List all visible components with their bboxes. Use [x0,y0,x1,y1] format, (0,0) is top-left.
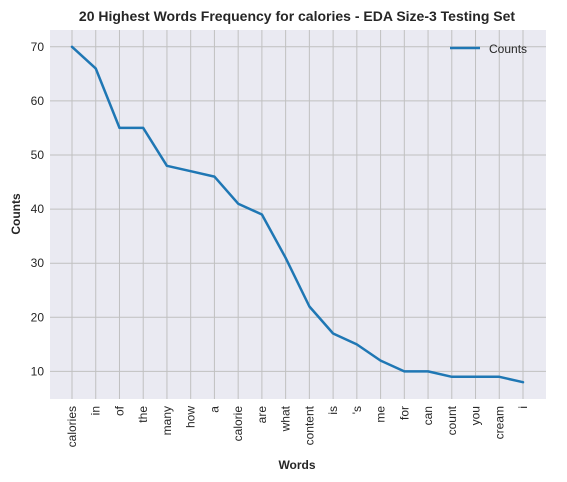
series-layer [70,45,525,384]
x-tick-label: a [207,406,221,413]
y-tick-label: 70 [31,40,45,54]
x-tick-label: calories [65,406,79,447]
x-tick-label: count [445,405,459,435]
x-tick-label: for [397,406,411,420]
x-axis-label: Words [278,458,315,472]
y-tick-label: 50 [31,148,45,162]
x-tick-label: calorie [231,406,245,442]
y-tick-label: 10 [31,364,45,378]
grid-lines [50,30,546,399]
x-tick-label: how [184,406,198,428]
x-tick-label: of [112,405,126,416]
x-tick-label: the [136,406,150,423]
x-tick-label: me [374,406,388,423]
x-tick-labels: calories in of the many how a calorie are what con… [65,405,530,447]
x-tick-label: in [89,406,103,415]
y-tick-label: 30 [31,256,45,270]
y-tick-label: 60 [31,94,45,108]
x-tick-label: i [516,406,530,409]
x-tick-label: content [302,405,316,445]
plot-area [50,30,546,399]
y-tick-label: 20 [31,310,45,324]
x-tick-label: is [326,406,340,415]
legend: Counts [450,42,527,56]
y-tick-label: 40 [31,202,45,216]
legend-label-counts: Counts [489,42,527,56]
x-tick-label: can [421,406,435,425]
x-tick-label: 's [350,406,364,414]
x-tick-label: many [160,406,174,435]
x-tick-label: cream [492,406,506,439]
y-tick-labels: 10 20 30 40 50 60 70 [31,40,45,379]
x-tick-label: are [255,406,269,424]
y-axis-label: Counts [9,193,23,235]
x-tick-label: you [469,406,483,425]
chart-title: 20 Highest Words Frequency for calories … [79,8,516,24]
series-line-0 [70,45,525,384]
x-tick-label: what [279,405,293,432]
